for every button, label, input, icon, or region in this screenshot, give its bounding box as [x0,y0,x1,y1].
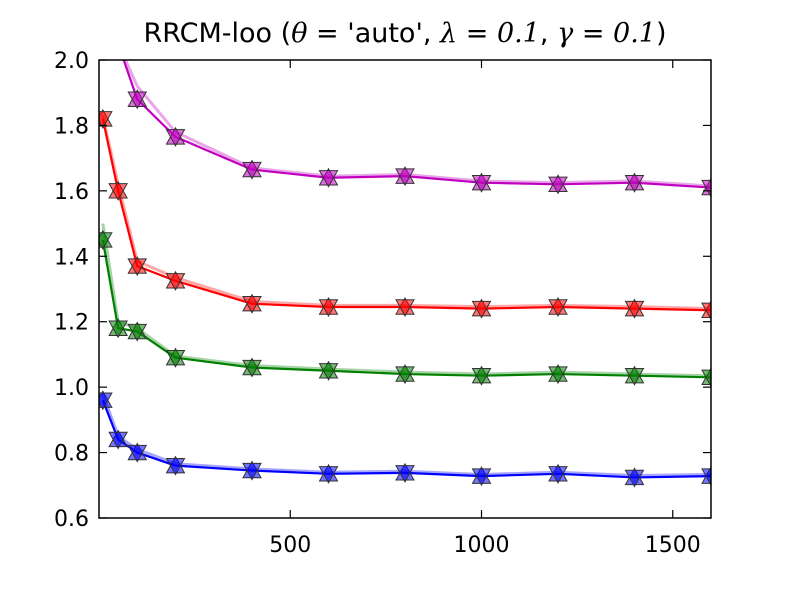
y-tick-label: 2.0 [54,49,89,74]
series-1-marker-down [94,4,112,20]
series-2-marker-down [624,300,645,319]
series-4-marker-down [701,468,711,487]
series-3-marker-down [624,367,645,386]
series-2-marker-down [165,273,186,291]
series-4-marker-down [624,469,645,488]
x-tick-label: 500 [269,533,311,558]
series-1-marker-down [109,36,127,52]
x-tick-label: 1500 [645,533,701,558]
chart-title: RRCM-loo (θ = 'auto', λ = 0.1, γ = 0.1) [143,18,666,49]
series-2-marker-down [471,300,492,319]
series-1-marker-down [242,161,262,180]
series-1-marker-down [471,174,492,193]
series-2-marker-down [127,258,148,277]
series-4-marker-down [548,466,568,484]
series-4-marker-down [471,468,492,487]
series-4 [99,390,711,488]
series-4-marker-down [318,466,339,484]
series-1-marker-up [94,2,112,18]
series-2-marker-down [701,302,711,321]
series-3-marker-down [548,366,568,385]
series-1 [94,2,711,198]
plot-frame [98,59,712,519]
series-2-line [101,118,711,312]
series-3-marker-down [395,366,415,385]
series-3-marker-down [165,350,186,368]
series-2-marker-down [99,111,113,129]
series-4-marker-down [99,392,113,411]
y-tick-label: 0.6 [54,507,89,532]
series-1-marker-down [395,168,415,187]
series-1-marker-down [701,179,711,198]
series-2-marker-down [395,299,415,318]
series-1-marker-up [109,35,127,51]
series-3-marker-down [318,363,339,381]
series-1-marker-down [548,176,568,195]
series-1-marker-down [165,129,186,147]
series-3 [99,223,711,388]
series-3-marker-down [471,367,492,386]
series-1-marker-down [318,170,339,188]
series-2-marker-down [108,183,128,201]
series-4-marker-down [127,444,148,463]
y-tick-label: 1.0 [54,376,89,401]
series-3-marker-down [242,359,262,378]
y-tick-label: 1.6 [54,180,89,205]
x-tick-label: 1000 [454,533,510,558]
y-tick-label: 1.4 [54,245,89,270]
series-4-band [101,393,711,477]
series-1-marker-down [127,91,148,110]
series-4-marker-down [395,465,415,483]
series-4-marker-down [242,462,262,481]
series-4-marker-down [165,457,186,476]
plot-area [94,2,711,488]
series-2-marker-down [548,299,568,318]
series-3-marker-down [701,369,711,388]
series-3-marker-down [127,323,148,342]
series-3-marker-down [99,232,113,250]
series-2 [99,108,711,321]
series-3-marker-down [108,320,128,339]
series-4-marker-down [108,431,128,450]
series-1-marker-down [624,174,645,193]
series-2-marker-down [242,296,262,314]
series-2-marker-down [318,299,339,318]
axes: 0.6 0.8 1.0 1.2 1.4 1.6 1.8 2.0 500 1000 1500 [54,49,712,558]
y-tick-label: 1.2 [54,311,89,336]
y-tick-label: 1.8 [54,114,89,139]
y-tick-label: 0.8 [54,442,89,467]
